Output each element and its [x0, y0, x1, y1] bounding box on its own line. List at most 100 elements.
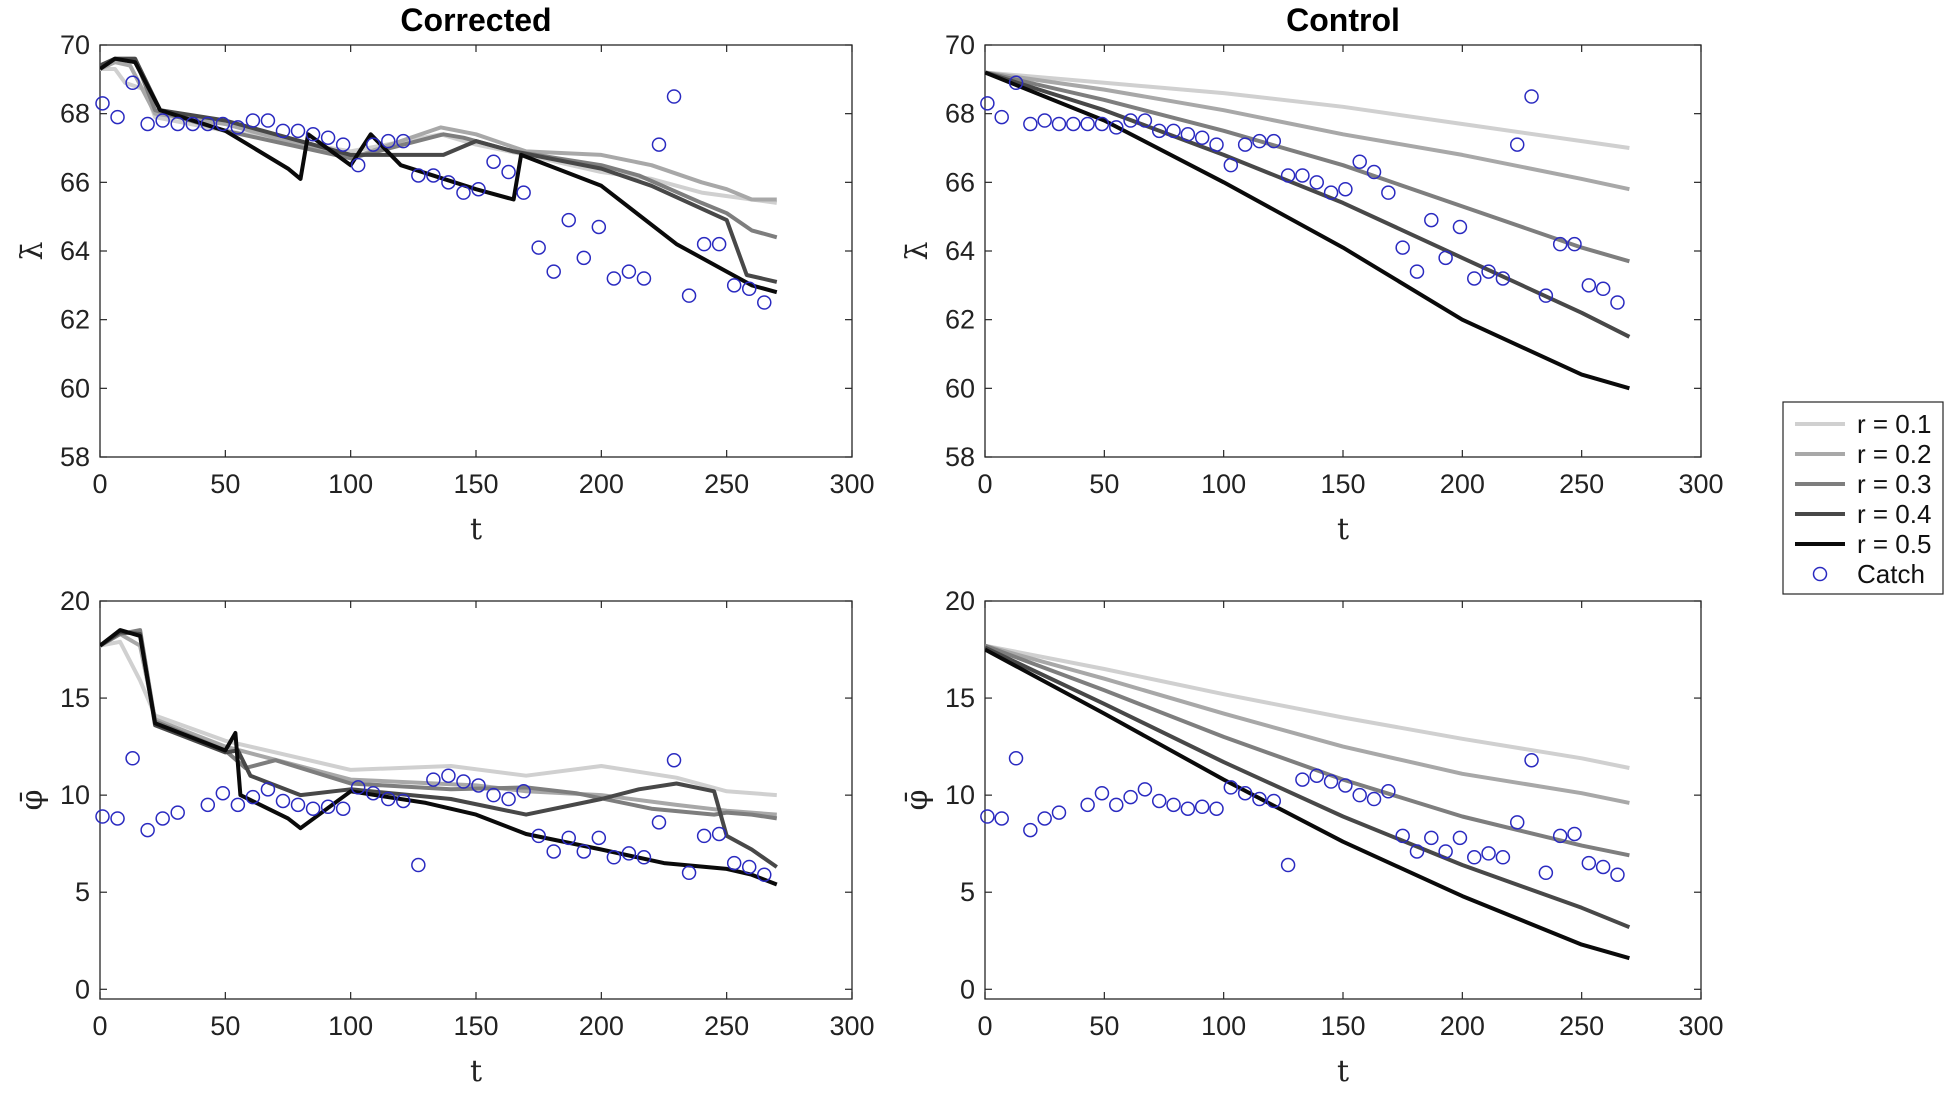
series-line-r02: [985, 643, 1630, 805]
catch-marker: [666, 752, 682, 768]
catch-marker: [200, 797, 216, 813]
catch-marker: [305, 801, 321, 816]
catch-marker: [140, 116, 155, 132]
catch-marker: [1495, 850, 1511, 865]
x-tick-label: 50: [210, 1011, 240, 1041]
legend-label: Catch: [1857, 559, 1925, 589]
catch-marker: [275, 123, 291, 139]
y-tick-label: 58: [60, 442, 90, 472]
y-tick-label: 66: [945, 167, 975, 197]
catch-marker: [561, 830, 576, 846]
catch-marker: [1066, 116, 1081, 132]
series-line-r05: [985, 70, 1630, 391]
x-tick-label: 50: [210, 469, 240, 499]
catch-marker: [1223, 157, 1239, 173]
panel-title: Control: [1286, 2, 1400, 38]
series-line-r05: [100, 56, 778, 295]
catch-marker: [576, 844, 592, 859]
x-tick-label: 50: [1089, 1011, 1119, 1041]
catch-marker: [546, 844, 561, 859]
catch-marker: [1323, 185, 1339, 200]
catch-marker: [1509, 137, 1525, 152]
legend-label: r = 0.4: [1857, 499, 1931, 529]
catch-marker: [1366, 791, 1382, 807]
x-tick-label: 0: [92, 1011, 107, 1041]
catch-marker: [305, 127, 321, 142]
catch-marker: [1567, 826, 1582, 842]
catch-marker: [1237, 785, 1253, 801]
catch-marker: [426, 772, 441, 787]
catch-marker: [696, 236, 712, 252]
catch-marker: [501, 164, 516, 180]
catch-marker: [1381, 185, 1396, 200]
catch-marker: [1266, 793, 1282, 809]
y-tick-label: 68: [60, 99, 90, 129]
catch-marker: [1209, 801, 1224, 816]
catch-marker: [260, 113, 276, 128]
catch-marker: [1123, 789, 1138, 805]
y-tick-label: 10: [945, 780, 975, 810]
catch-marker: [1094, 116, 1110, 132]
catch-marker: [381, 791, 396, 807]
x-axis-label: t: [470, 512, 482, 547]
series-line-r02: [100, 632, 777, 817]
catch-marker: [1424, 212, 1439, 228]
series-group: [100, 628, 778, 887]
catch-marker: [726, 855, 742, 871]
catch-marker: [155, 811, 170, 826]
catch-marker: [1309, 768, 1324, 783]
x-tick-label: 150: [453, 469, 498, 499]
catch-marker: [994, 109, 1009, 125]
catch-marker: [411, 857, 426, 873]
catch-marker: [411, 168, 426, 183]
catch-marker: [1037, 811, 1052, 826]
catch-marker: [1080, 797, 1095, 813]
y-tick-label: 64: [60, 236, 90, 266]
catch-marker: [110, 109, 125, 125]
series-line-r01: [100, 639, 777, 798]
catch-marker: [125, 75, 140, 91]
catch-marker: [741, 281, 757, 297]
catch-marker: [516, 784, 531, 799]
catch-marker: [696, 828, 712, 844]
x-tick-label: 100: [328, 1011, 373, 1041]
catch-marker: [1352, 154, 1367, 169]
catch-marker: [1266, 133, 1282, 149]
x-tick-label: 50: [1089, 469, 1119, 499]
catch-marker: [1309, 175, 1324, 190]
catch-marker: [606, 850, 622, 865]
catch-marker: [651, 815, 667, 830]
catch-marker: [140, 822, 155, 838]
catch-marker: [546, 264, 561, 279]
catch-marker: [994, 811, 1009, 826]
catch-marker: [1051, 805, 1067, 820]
catch-marker: [245, 113, 261, 128]
x-tick-label: 0: [977, 469, 992, 499]
series-line-r05: [985, 647, 1630, 961]
catch-marker: [441, 768, 456, 783]
catch-marker: [621, 846, 637, 861]
catch-marker: [230, 120, 246, 135]
catch-marker: [711, 236, 727, 252]
catch-marker: [260, 782, 276, 797]
catch-marker: [215, 116, 231, 132]
catch-marker: [1552, 236, 1568, 252]
catch-marker: [1295, 772, 1310, 787]
series-group: [985, 643, 1631, 961]
series-line-r01: [985, 643, 1630, 770]
y-tick-label: 5: [960, 877, 975, 907]
catch-marker: [170, 116, 185, 132]
panel-title: Corrected: [400, 2, 551, 38]
catch-marker: [95, 96, 110, 111]
catch-markers: [95, 751, 772, 882]
catch-marker: [365, 785, 381, 801]
catch-marker: [1409, 264, 1425, 279]
catch-marker: [230, 797, 246, 813]
y-axis-label: λ̄: [900, 241, 935, 260]
catch-marker: [1080, 116, 1095, 132]
series-group: [985, 70, 1631, 391]
catch-marker: [1252, 791, 1267, 807]
catch-marker: [1481, 264, 1496, 279]
catch-marker: [561, 212, 576, 228]
